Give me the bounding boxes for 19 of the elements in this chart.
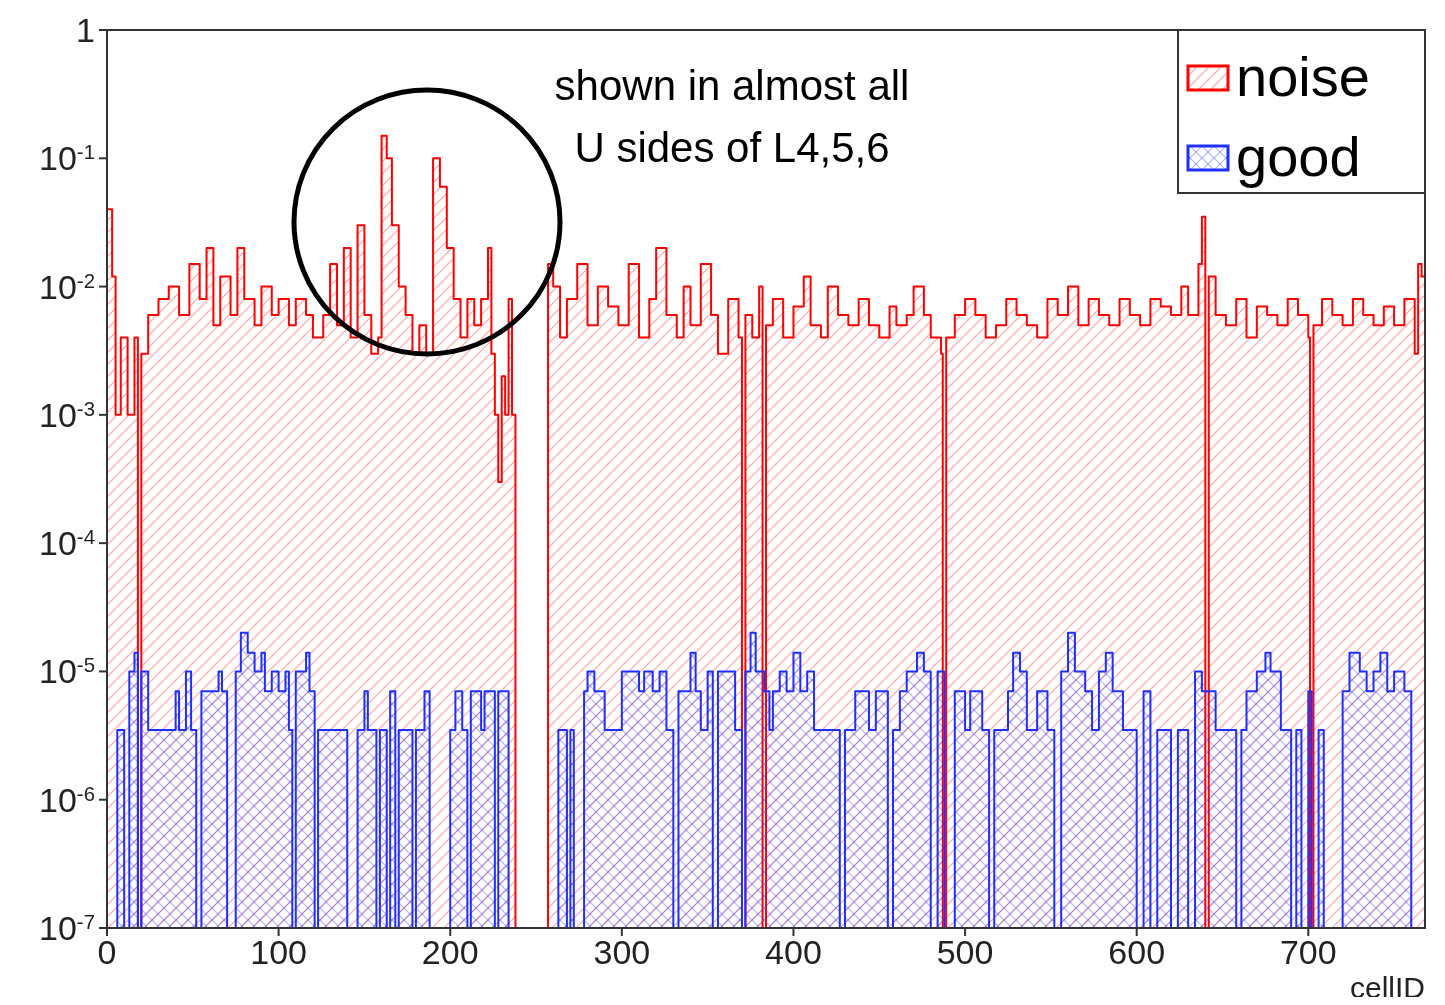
x-tick-label: 100 [250,933,307,971]
annotation: shown in almost all U sides of L4,5,6 [554,62,910,171]
y-tick-label: 10$^{-1}$ [39,139,95,178]
x-tick-label: 200 [421,933,479,971]
y-tick-label: 1 [76,11,95,49]
y-tick-label: 10$^{-4}$ [39,524,95,563]
x-tick-label: 300 [593,933,651,971]
x-tick-label: 700 [1279,933,1337,971]
x-tick-label: 500 [936,933,994,971]
y-tick-label: 10$^{-2}$ [39,267,95,306]
y-tick-label: 10$^{-6}$ [39,780,95,819]
y-tick-label: 10$^{-3}$ [39,395,95,434]
legend-label: good [1236,125,1361,188]
x-tick-label: 600 [1108,933,1166,971]
y-tick-label: 10$^{-7}$ [39,909,95,947]
x-tick-label: 0 [97,933,117,971]
y-tick-label: 10$^{-5}$ [39,652,95,691]
x-tick-label: 400 [765,933,822,971]
legend-label: noise [1236,45,1370,108]
